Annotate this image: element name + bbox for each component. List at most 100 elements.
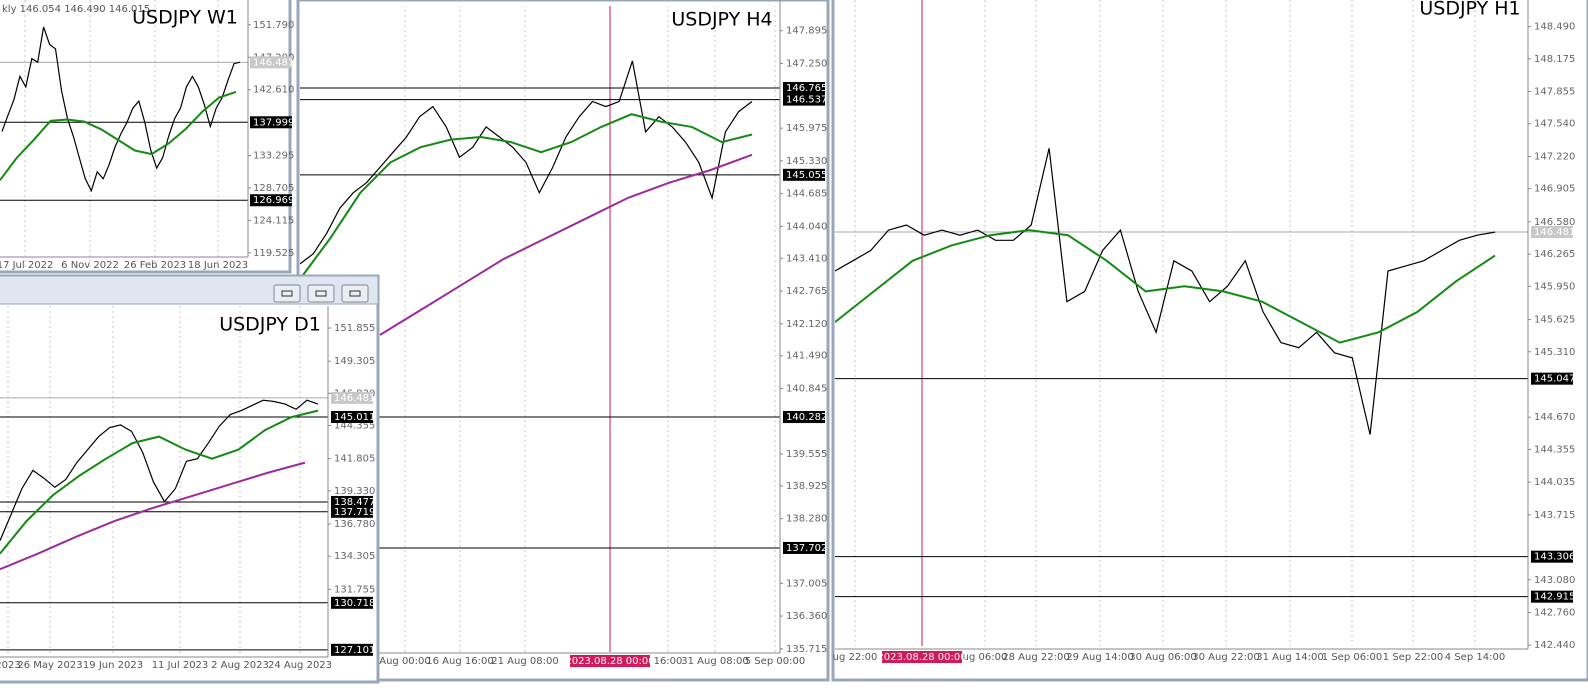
- level-label-box: [250, 194, 292, 207]
- y-tick-label: 138.925: [786, 481, 827, 492]
- window-frame: [831, 0, 1588, 682]
- marker-label: 2023.08.28 00:00: [877, 652, 966, 663]
- y-tick-label: 144.685: [786, 189, 827, 200]
- chart-title: USDJPY H4: [671, 9, 772, 31]
- button-face: [273, 284, 301, 303]
- y-tick-label: 142.120: [786, 319, 827, 330]
- moving-average: [0, 461, 306, 571]
- x-tick-label: ug 06:00: [963, 652, 1008, 663]
- y-tick-label: 141.490: [786, 351, 827, 362]
- x-tick-label: 2023: [0, 660, 21, 671]
- marker-label: 2023.08.28 00:00: [565, 656, 654, 667]
- maximize-button[interactable]: [307, 284, 335, 303]
- y-tick-label: 137.005: [786, 578, 827, 589]
- x-tick-label: 29 Aug 14:00: [1066, 652, 1133, 663]
- chart-title: USDJPY D1: [219, 314, 321, 336]
- window-frame: [0, 0, 292, 274]
- level-label-box: [331, 505, 373, 518]
- y-tick-label: 142.760: [1534, 608, 1575, 619]
- plot-area: [0, 0, 248, 270]
- y-tick-label: 144.040: [786, 221, 827, 232]
- price-line: [835, 148, 1496, 435]
- x-tick-label: 19 Jun 2023: [83, 660, 143, 671]
- y-tick-label: 149.305: [334, 356, 375, 367]
- y-tick-label: 145.950: [1534, 281, 1575, 292]
- button-face: [307, 284, 335, 303]
- window-frame: [296, 0, 830, 682]
- level-label-box: [1531, 550, 1573, 563]
- y-tick-label: 142.765: [786, 286, 827, 297]
- y-tick-label: 143.410: [786, 253, 827, 264]
- level-label: 137.702: [786, 543, 827, 554]
- close-button[interactable]: [341, 284, 369, 303]
- y-tick-label: 147.250: [786, 58, 827, 69]
- x-tick-label: 30 Aug 06:00: [1129, 652, 1196, 663]
- y-tick-label: 143.080: [1534, 575, 1575, 586]
- level-label-box: [783, 93, 825, 106]
- x-tick-label: 16:00: [654, 656, 683, 667]
- x-tick-label: 21 Aug 08:00: [491, 656, 558, 667]
- y-tick-label: 151.790: [253, 20, 294, 31]
- x-tick-label: 1 Sep 22:00: [1383, 652, 1443, 663]
- price-line: [300, 60, 753, 265]
- level-label-box: [331, 495, 373, 508]
- marker-label-box: [570, 655, 650, 667]
- x-tick-label: 24 Aug 2023: [268, 660, 332, 671]
- y-tick-label: 138.280: [786, 514, 827, 525]
- y-tick-label: 151.855: [334, 323, 375, 334]
- level-label-box: [783, 541, 825, 554]
- x-tick-label: Aug 00:00: [379, 656, 431, 667]
- y-tick-label: 148.175: [1534, 54, 1575, 65]
- level-label-box: [783, 168, 825, 181]
- y-tick-label: 139.555: [786, 449, 827, 460]
- y-tick-label: 136.780: [334, 519, 375, 530]
- level-label-box: [331, 391, 373, 404]
- y-tick-label: 124.115: [253, 215, 294, 226]
- level-label: 146.481: [334, 393, 375, 404]
- y-tick-label: 146.905: [1534, 184, 1575, 195]
- moving-average: [0, 409, 319, 555]
- level-label-box: [783, 411, 825, 424]
- y-tick-label: 134.305: [334, 551, 375, 562]
- y-tick-label: 146.580: [1534, 217, 1575, 228]
- x-tick-label: 1 Sep 06:00: [1322, 652, 1382, 663]
- button-face: [341, 284, 369, 303]
- level-label-box: [331, 411, 373, 424]
- level-label-box: [331, 596, 373, 609]
- level-label: 137.999: [253, 117, 294, 128]
- y-tick-label: 144.035: [1534, 477, 1575, 488]
- level-label-box: [1531, 372, 1573, 385]
- x-tick-label: 18 Jun 2023: [188, 260, 248, 271]
- plot-area: [300, 6, 780, 652]
- level-label: 130.718: [334, 598, 375, 609]
- x-tick-label: 26 Feb 2023: [124, 260, 186, 271]
- y-tick-label: 146.265: [1534, 249, 1575, 260]
- x-tick-label: 28 Aug 22:00: [1002, 652, 1069, 663]
- level-label: 126.969: [253, 195, 294, 206]
- level-label: 140.282: [786, 412, 827, 423]
- level-label-box: [331, 643, 373, 656]
- minimize-button[interactable]: [273, 284, 301, 303]
- y-tick-label: 128.705: [253, 183, 294, 194]
- price-line: [0, 399, 319, 541]
- chart-window: 148.490 148.175 147.855 147.540 147.220 146.9…: [831, 0, 1588, 682]
- y-tick-label: 144.670: [1534, 412, 1575, 423]
- plot-area: [0, 306, 328, 654]
- y-tick-label: 119.525: [253, 248, 294, 259]
- level-label-box: [1531, 226, 1573, 239]
- x-tick-label: 4 Sep 14:00: [1445, 652, 1505, 663]
- y-tick-label: 145.625: [1534, 315, 1575, 326]
- level-label: 145.047: [1534, 374, 1575, 385]
- level-label: 137.719: [334, 507, 375, 518]
- y-tick-label: 147.220: [1534, 151, 1575, 162]
- y-tick-label: 148.490: [1534, 22, 1575, 33]
- level-label: 146.481: [1534, 227, 1575, 238]
- level-label: 143.306: [1534, 552, 1575, 563]
- y-tick-label: 144.355: [1534, 444, 1575, 455]
- level-label: 142.915: [1534, 592, 1575, 603]
- x-tick-label: ug 22:00: [833, 652, 878, 663]
- level-label: 145.055: [786, 170, 827, 181]
- level-label: 145.011: [334, 412, 375, 423]
- x-tick-label: 30 Aug 22:00: [1192, 652, 1259, 663]
